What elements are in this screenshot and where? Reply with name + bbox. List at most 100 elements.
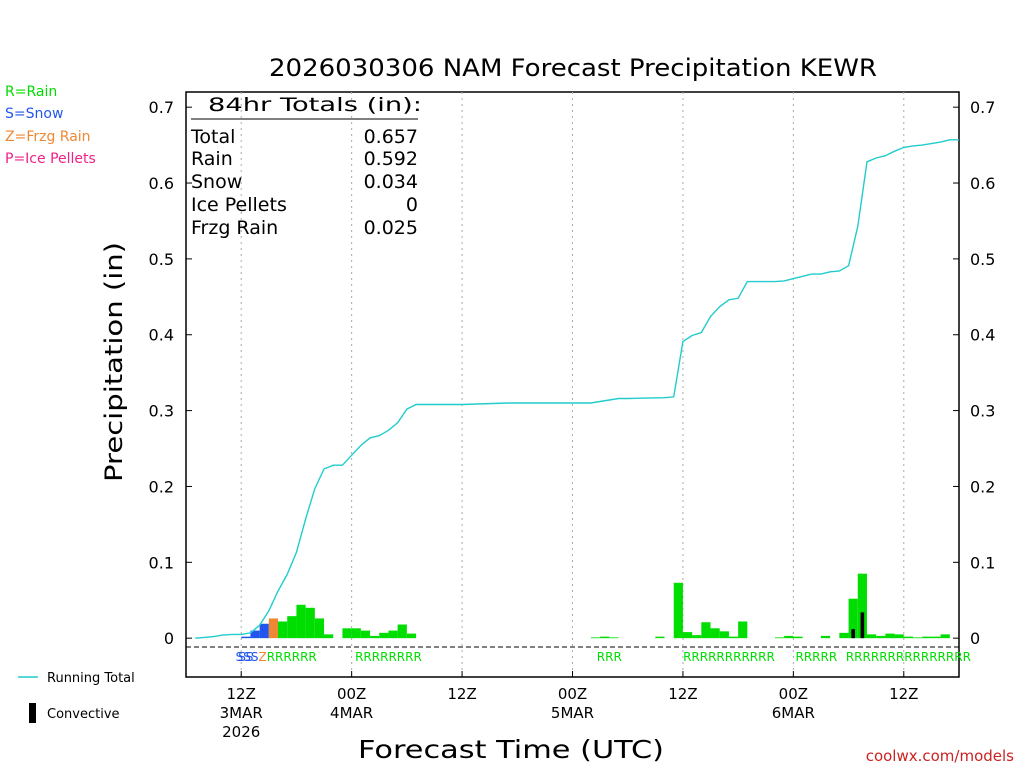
precip-type-label-4: RRRRRRRRRRR xyxy=(683,650,775,664)
precip-bar-23 xyxy=(682,632,693,639)
ytick-label-left-5: 0.5 xyxy=(149,250,174,269)
ytick-label-right-3: 0.3 xyxy=(970,402,995,421)
xtick-label-0-0: 12Z xyxy=(227,685,256,703)
xtick-label-5-0: 00Z xyxy=(779,685,808,703)
precip-type-legend: R=Rain S=Snow Z=Frzg Rain P=Ice Pellets xyxy=(5,84,96,167)
ytick-label-left-4: 0.4 xyxy=(149,326,174,345)
precip-bar-34 xyxy=(839,632,849,639)
precip-type-label-3: RRR xyxy=(597,650,622,664)
xtick-label-3-1: 5MAR xyxy=(551,704,594,722)
legend-snow: S=Snow xyxy=(5,106,63,122)
legend-ice-pellets: P=Ice Pellets xyxy=(5,151,96,167)
precip-bar-4 xyxy=(278,621,288,639)
totals-value-frzg-rain: 0.025 xyxy=(364,217,418,239)
precip-bar-16 xyxy=(397,624,407,639)
plot-frame xyxy=(185,91,960,678)
xtick-label-0-1: 3MAR xyxy=(220,704,263,722)
precip-bar-30 xyxy=(774,637,785,639)
ytick-label-right-6: 0.6 xyxy=(970,174,995,193)
precip-bar-9 xyxy=(324,634,334,639)
precip-type-label-2: RRRRRRRR xyxy=(355,650,422,664)
totals-header: 84hr Totals (in): xyxy=(208,94,422,116)
precip-bar-17 xyxy=(406,633,417,639)
legend-running-total: Running Total xyxy=(47,671,135,686)
ytick-label-right-7: 0.7 xyxy=(970,98,995,117)
vertical-gridlines xyxy=(240,92,905,677)
xtick-label-4-0: 12Z xyxy=(668,685,697,703)
precip-bar-24 xyxy=(692,635,702,639)
precip-bar-42 xyxy=(912,637,923,639)
chart-title: 2026030306 NAM Forecast Precipitation KE… xyxy=(269,54,877,82)
precip-bar-8 xyxy=(314,618,325,639)
ytick-label-left-3: 0.3 xyxy=(149,402,174,421)
precip-bar-37 xyxy=(866,634,877,639)
xtick-label-0-2: 2026 xyxy=(222,723,260,741)
precip-bar-7 xyxy=(305,607,315,639)
precip-bar-10 xyxy=(342,628,352,639)
xtick-label-1-0: 00Z xyxy=(337,685,366,703)
precip-bar-33 xyxy=(820,635,831,639)
y-axis-ticks: 0 0 0.1 0.1 0.2 0.2 0.3 0.3 0.4 0.4 0.5 0.5 0.6 0.6 0.… xyxy=(149,98,996,648)
precip-bar-27 xyxy=(719,631,729,639)
precip-bar-5 xyxy=(287,616,297,639)
precip-bar-6 xyxy=(296,604,306,639)
precip-bar-11 xyxy=(351,628,361,639)
ytick-label-left-0: 0 xyxy=(164,629,174,648)
precip-bar-19 xyxy=(600,636,610,639)
xtick-label-3-0: 00Z xyxy=(558,685,587,703)
totals-label-frzg-rain: Frzg Rain xyxy=(191,217,278,239)
precip-bar-29 xyxy=(738,621,748,639)
xtick-label-5-1: 6MAR xyxy=(772,704,815,722)
precip-bar-14 xyxy=(379,632,389,639)
series-legend: Running Total Convective xyxy=(18,671,135,723)
convective-swatch xyxy=(29,703,36,723)
precip-type-label-6: RRRRRRRRRRRRRRR xyxy=(846,650,971,664)
ytick-label-left-6: 0.6 xyxy=(149,174,174,193)
precip-bar-43 xyxy=(922,636,932,639)
totals-box: 84hr Totals (in): Total 0.657 Rain 0.592… xyxy=(190,94,422,239)
ytick-label-right-2: 0.2 xyxy=(970,477,995,496)
convective-bar-1 xyxy=(860,612,865,639)
precip-bar-3 xyxy=(268,618,279,639)
precip-bars xyxy=(241,573,950,639)
running-total-line xyxy=(195,139,959,639)
xtick-label-1-1: 4MAR xyxy=(330,704,373,722)
precip-bar-2 xyxy=(259,623,269,639)
precip-bar-12 xyxy=(360,630,371,639)
totals-value-total: 0.657 xyxy=(364,126,418,148)
ytick-label-right-4: 0.4 xyxy=(970,326,995,345)
precip-bar-35 xyxy=(848,598,858,639)
precip-bar-40 xyxy=(894,634,904,639)
precip-bar-20 xyxy=(609,637,619,639)
precip-bar-15 xyxy=(388,630,398,639)
totals-label-total: Total xyxy=(190,126,235,148)
legend-rain: R=Rain xyxy=(5,84,57,100)
ytick-label-right-1: 0.1 xyxy=(970,553,995,572)
precip-type-label-0: SS xyxy=(238,650,253,664)
precip-bar-28 xyxy=(728,636,739,639)
precip-type-label-5: RRRRR xyxy=(796,650,838,664)
convective-bars xyxy=(851,612,865,639)
ytick-label-left-2: 0.2 xyxy=(149,477,174,496)
precip-bar-32 xyxy=(793,636,803,639)
precip-bar-45 xyxy=(940,634,950,639)
y-axis-label: Precipitation (in) xyxy=(100,242,128,482)
convective-bar-0 xyxy=(851,629,855,639)
xtick-label-2-0: 12Z xyxy=(447,685,476,703)
ytick-label-right-0: 0 xyxy=(970,629,980,648)
precip-bar-36 xyxy=(857,573,867,639)
totals-value-ice-pellets: 0 xyxy=(406,194,418,216)
totals-value-rain: 0.592 xyxy=(364,148,418,170)
precip-bar-13 xyxy=(370,635,380,639)
precip-bar-18 xyxy=(590,637,601,639)
precip-bar-39 xyxy=(885,633,895,639)
precip-bar-26 xyxy=(710,628,720,639)
precip-bar-21 xyxy=(655,636,665,639)
precip-bar-44 xyxy=(931,636,941,639)
totals-label-rain: Rain xyxy=(191,148,233,170)
precip-bar-31 xyxy=(784,635,794,639)
precip-bar-38 xyxy=(876,635,886,639)
totals-label-ice-pellets: Ice Pellets xyxy=(191,194,287,216)
